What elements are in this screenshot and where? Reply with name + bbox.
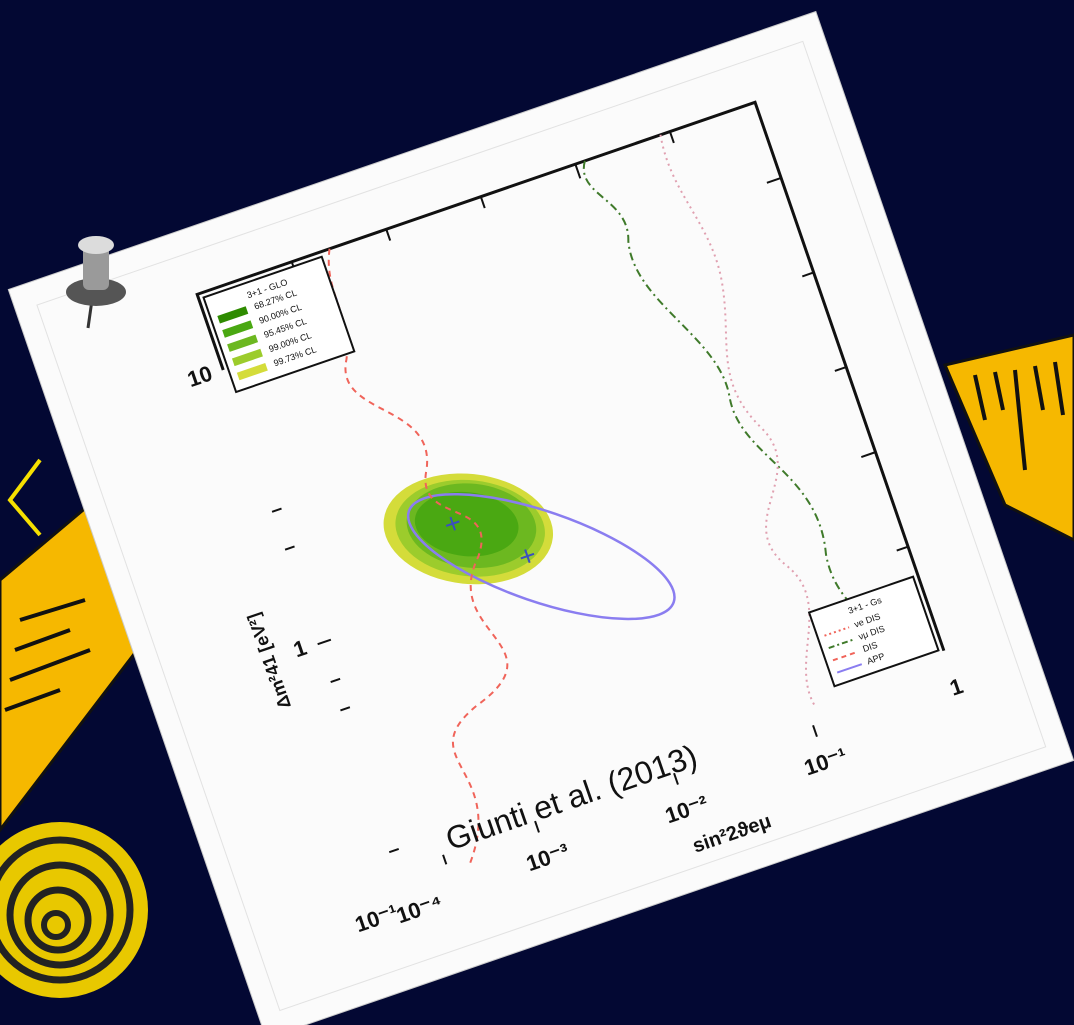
pushpin <box>66 236 126 329</box>
frame-ticks <box>271 131 909 865</box>
photo-card: 3+1 - GLO 68.27% CL 90.00% CL 95.45% CL … <box>7 10 1074 1025</box>
legend-entry: DIS <box>861 640 878 654</box>
tape-right <box>942 333 1074 542</box>
plot-frame <box>195 100 946 652</box>
contours <box>304 134 898 868</box>
legend-constraints: 3+1 - Gs νe DIS νμ DIS DIS APP <box>807 575 940 688</box>
card-inner <box>36 40 1047 1012</box>
spiral <box>0 822 148 998</box>
legend-global: 3+1 - GLO 68.27% CL 90.00% CL 95.45% CL … <box>202 255 356 394</box>
